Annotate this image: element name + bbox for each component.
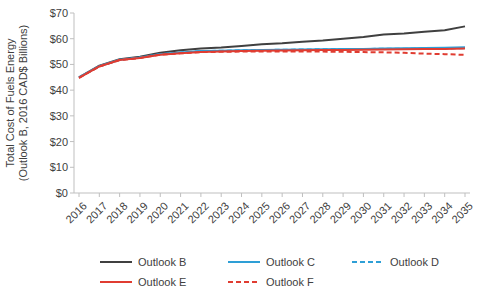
legend-label: Outlook D	[390, 256, 439, 268]
x-tick-label: 2034	[429, 200, 455, 226]
y-tick-label: $0	[56, 187, 68, 199]
x-tick	[444, 193, 445, 197]
x-tick	[302, 193, 303, 197]
y-tick	[70, 38, 74, 39]
x-tick-label: 2022	[185, 200, 211, 226]
x-tick	[343, 193, 344, 197]
x-tick-label: 2033	[409, 200, 435, 226]
y-tick-label: $70	[50, 7, 68, 19]
x-tick-label: 2025	[246, 200, 272, 226]
x-tick	[424, 193, 425, 197]
x-tick-label: 2028	[307, 200, 333, 226]
y-tick-label: $60	[50, 33, 68, 45]
y-tick-label: $20	[50, 136, 68, 148]
legend-label: Outlook B	[138, 256, 186, 268]
chart: $0$10$20$30$40$50$60$7020162017201820192…	[0, 0, 477, 296]
y-axis-label: Total Cost of Fuels Energy	[4, 38, 16, 168]
series-line	[79, 52, 465, 78]
y-tick	[70, 13, 74, 14]
legend-swatch	[228, 261, 260, 263]
legend-label: Outlook C	[266, 256, 315, 268]
x-tick	[241, 193, 242, 197]
x-tick-label: 2017	[84, 200, 110, 226]
y-tick-label: $30	[50, 110, 68, 122]
legend-swatch	[100, 261, 132, 263]
x-tick-label: 2021	[165, 200, 191, 226]
x-tick	[180, 193, 181, 197]
y-tick-label: $10	[50, 161, 68, 173]
y-axis	[74, 13, 75, 193]
y-tick-label: $40	[50, 84, 68, 96]
series-line	[79, 26, 465, 77]
x-tick	[200, 193, 201, 197]
y-tick	[70, 115, 74, 116]
x-tick	[221, 193, 222, 197]
x-tick	[139, 193, 140, 197]
x-tick	[322, 193, 323, 197]
legend-swatch	[100, 281, 132, 283]
x-tick-label: 2029	[327, 200, 353, 226]
x-tick-label: 2031	[368, 200, 394, 226]
x-tick	[119, 193, 120, 197]
plot-area	[79, 26, 465, 77]
x-tick-label: 2032	[388, 200, 414, 226]
series-line	[79, 48, 465, 77]
x-tick-label: 2023	[205, 200, 231, 226]
y-tick	[70, 193, 74, 194]
series-line	[79, 47, 465, 77]
x-tick-label: 2024	[226, 200, 252, 226]
legend-label: Outlook F	[266, 276, 314, 288]
legend-label: Outlook E	[138, 276, 186, 288]
x-axis	[74, 193, 470, 194]
x-tick	[404, 193, 405, 197]
legend-swatch	[352, 261, 384, 263]
y-tick	[70, 167, 74, 168]
y-tick	[70, 90, 74, 91]
x-tick-label: 2027	[287, 200, 313, 226]
x-tick-label: 2035	[449, 200, 475, 226]
y-tick	[70, 64, 74, 65]
x-tick	[282, 193, 283, 197]
x-tick-label: 2030	[348, 200, 374, 226]
y-tick	[70, 141, 74, 142]
x-tick-label: 2026	[266, 200, 292, 226]
x-tick-label: 2016	[63, 200, 89, 226]
x-tick	[99, 193, 100, 197]
x-tick	[363, 193, 364, 197]
y-tick-label: $50	[50, 58, 68, 70]
x-tick	[261, 193, 262, 197]
x-tick	[160, 193, 161, 197]
x-tick-label: 2019	[124, 200, 150, 226]
series-line	[79, 48, 465, 77]
x-tick	[465, 193, 466, 197]
legend-swatch	[228, 281, 260, 283]
x-tick	[79, 193, 80, 197]
x-tick-label: 2020	[145, 200, 171, 226]
x-tick-label: 2018	[104, 200, 130, 226]
y-axis-label: (Outlook B, 2016 CAD$ Billions)	[17, 25, 29, 182]
x-tick	[383, 193, 384, 197]
